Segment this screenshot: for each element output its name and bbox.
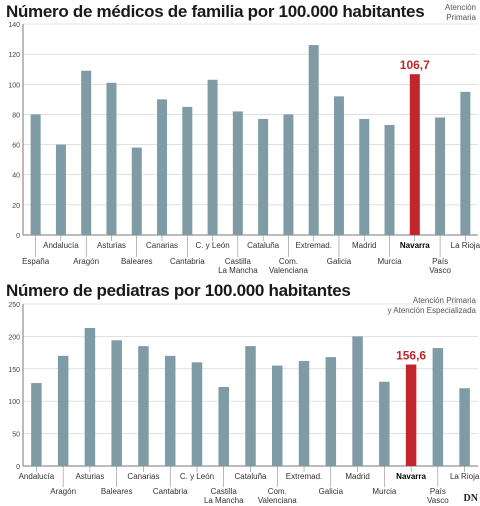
chart-2-y-tick-label: 50 [12, 432, 20, 439]
chart-2-x-label: Castilla La Mancha [204, 487, 244, 505]
chart-2-y-tick-label: 150 [8, 367, 20, 374]
chart-2-x-label: La Rioja [450, 472, 480, 481]
chart-1-note-line-1: Atención [444, 3, 476, 12]
chart-1-bar-baleares [131, 147, 142, 235]
chart-2-x-label: Asturias [75, 472, 104, 481]
chart-2: 0 50 100 150 200 250 Andalucía Aragón Asturias Ba… [8, 302, 480, 505]
chart-2-title: Número de pediatras por 100.000 habitant… [6, 281, 351, 300]
chart-1-bar-arag-n [81, 70, 92, 235]
chart-1-y-tick-label: 60 [12, 143, 20, 150]
chart-1-x-label: Cantabria [170, 257, 205, 266]
chart-2-x-label: Galicia [319, 487, 344, 496]
chart-2-bar-baleares [111, 340, 122, 466]
chart-2-x-label: Cataluña [234, 472, 267, 481]
chart-2-bar-extremad- [298, 361, 310, 466]
chart-2-bar-c-y-le-n [191, 362, 203, 466]
chart-1-x-label: Extremad. [295, 241, 331, 250]
chart-2-bar-com-valenciana [272, 365, 283, 466]
chart-1-x-label: Castilla La Mancha [218, 257, 258, 275]
chart-2-x-label: Navarra [396, 472, 426, 481]
chart-1-y-tick-label: 0 [16, 233, 20, 240]
chart-2-x-label: Aragón [50, 487, 76, 496]
chart-1-x-label: Madrid [352, 241, 376, 250]
chart-2-x-label: Extremad. [286, 472, 322, 481]
chart-2-note-line-1: Atención Primaria [412, 296, 476, 305]
chart-2-bar-cantabria [164, 355, 176, 466]
chart-1-x-label: Murcia [378, 257, 403, 266]
chart-2-x-label: Murcia [372, 487, 397, 496]
chart-1-x-label: País Vasco [429, 257, 451, 275]
chart-1-bar-catalu-a [258, 118, 269, 235]
chart-1-bar-madrid [359, 118, 370, 235]
chart-2-bar-catalu-a [245, 346, 256, 466]
chart-1-y-tick-label: 120 [8, 52, 20, 59]
chart-1-bar-asturias [106, 82, 117, 236]
chart-2-bar-galicia [325, 357, 337, 466]
chart-2-bar-murcia [379, 381, 390, 466]
chart-1-y-tick-label: 40 [12, 173, 20, 180]
chart-1-note: Atención Primaria [445, 3, 476, 23]
chart-2-y-tick-label: 0 [16, 464, 20, 471]
chart-1-bar-cantabria [182, 106, 193, 236]
chart-1-x-label: Navarra [400, 241, 430, 250]
chart-1-x-label: Asturias [97, 241, 126, 250]
chart-1-x-label: La Rioja [451, 241, 480, 250]
chart-2-y-tick-label: 200 [8, 334, 20, 341]
chart-1-x-label: Canarias [146, 241, 178, 250]
chart-1-bar-pa-s-vasco [435, 117, 446, 235]
chart-1-bar-com-valenciana [283, 114, 294, 235]
chart-1-bar-murcia [384, 124, 395, 235]
chart-2-x-label: País Vasco [427, 487, 449, 505]
chart-1-x-label: Aragón [73, 257, 99, 266]
chart-2-x-label: C. y León [180, 472, 214, 481]
chart-1-y-tick-label: 80 [12, 112, 20, 119]
chart-2-bar-madrid [352, 336, 363, 466]
chart-2-note: Atención Primaria y Atención Especializa… [388, 296, 477, 316]
chart-1-bar-navarra [409, 74, 420, 235]
chart-1-y-tick-label: 20 [12, 203, 20, 210]
chart-1-x-label: Andalucía [43, 241, 79, 250]
chart-2-bar-navarra [405, 364, 417, 466]
chart-2-x-label: Andalucía [19, 472, 55, 481]
chart-1-bar-castilla-la-mancha [232, 111, 243, 235]
chart-1-y-tick-label: 100 [8, 82, 20, 89]
chart-2-note-line-2: y Atención Especializada [387, 306, 477, 315]
chart-1-bar-la-rioja [460, 91, 471, 235]
chart-1: 0 20 40 60 80 100 120 140 España Andalucía Aragón A… [8, 22, 480, 275]
chart-1-bar-espa-a [30, 114, 41, 235]
chart-2-highlight-value-label: 156,6 [396, 349, 426, 363]
chart-2-bar-castilla-la-mancha [218, 386, 229, 466]
chart-1-x-label: España [22, 257, 50, 266]
chart-1-x-label: Baleares [121, 257, 153, 266]
chart-2-x-label: Canarias [127, 472, 159, 481]
chart-1-x-label: Cataluña [247, 241, 280, 250]
chart-2-x-label: Madrid [345, 472, 369, 481]
chart-1-x-label: C. y León [195, 241, 229, 250]
chart-2-bar-la-rioja [459, 388, 470, 466]
chart-1-bar-c-y-le-n [207, 79, 218, 235]
chart-1-y-tick-label: 140 [8, 22, 20, 29]
chart-2-x-label: Cantabria [153, 487, 188, 496]
chart-1-title: Número de médicos de familia por 100.000… [6, 2, 425, 21]
chart-2-bar-andaluc-a [31, 383, 42, 466]
chart-1-highlight-value-label: 106,7 [400, 58, 430, 72]
chart-1-bar-galicia [333, 96, 344, 235]
chart-2-bar-canarias [138, 346, 149, 466]
chart-1-bar-canarias [157, 99, 168, 235]
chart-1-x-label: Galicia [327, 257, 352, 266]
chart-2-x-label: Baleares [101, 487, 133, 496]
chart-1-note-line-2: Primaria [446, 13, 476, 22]
chart-2-bar-asturias [84, 327, 96, 466]
chart-2-y-tick-label: 250 [8, 302, 20, 309]
chart-1-x-label: Com. Valenciana [269, 257, 309, 275]
chart-1-bar-extremad- [308, 45, 319, 235]
chart-1-bar-andaluc-a [55, 144, 66, 235]
chart-2-bar-pa-s-vasco [432, 348, 444, 466]
chart-2-x-label: Com. Valenciana [258, 487, 298, 505]
chart-2-y-tick-label: 100 [8, 399, 20, 406]
chart-2-bar-arag-n [57, 355, 69, 466]
source-credit: DN [463, 493, 478, 504]
